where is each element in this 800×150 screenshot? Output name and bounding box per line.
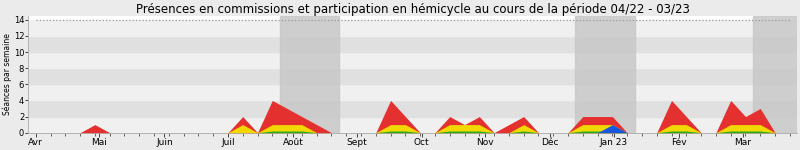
Bar (28, 52, 798, 68)
Bar (753, 16, 800, 133)
Bar (28, 20, 798, 36)
Bar (28, 117, 798, 133)
Bar (575, 16, 634, 133)
Bar (28, 36, 798, 52)
Title: Présences en commissions et participation en hémicycle au cours de la période 04: Présences en commissions et participatio… (136, 3, 690, 16)
Y-axis label: Séances par semaine: Séances par semaine (2, 33, 12, 115)
Bar (28, 84, 798, 100)
Bar (28, 100, 798, 117)
Bar (280, 16, 339, 133)
Bar (28, 68, 798, 84)
